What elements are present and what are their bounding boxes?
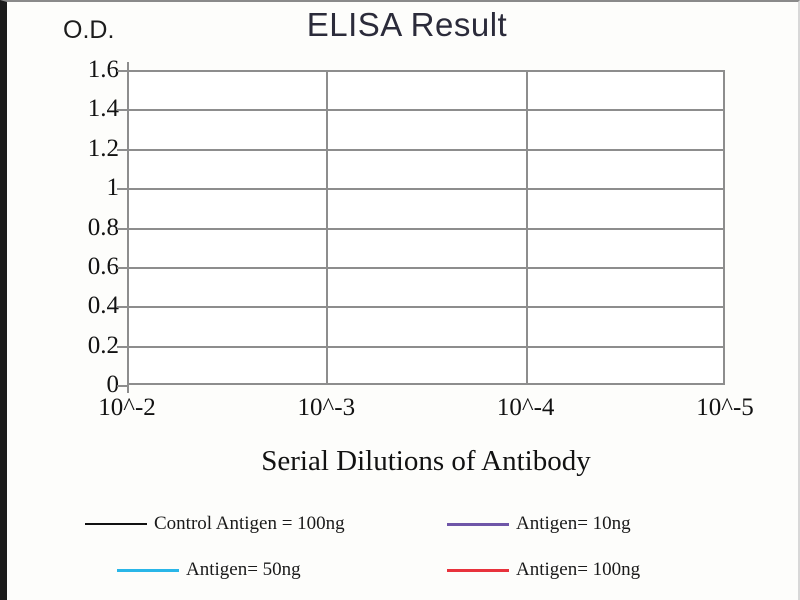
y-axis-tick-label: 1.6 [87, 56, 119, 83]
gridline [525, 70, 528, 385]
chart-legend: Control Antigen = 100ng Antigen= 10ng An… [85, 507, 745, 587]
legend-item: Control Antigen = 100ng [85, 513, 345, 535]
x-axis-tick-label: 10^-3 [297, 394, 356, 421]
y-axis-tick-mark [117, 148, 127, 151]
x-axis-tick-label: 10^-2 [98, 394, 156, 421]
chart-title: ELISA Result [306, 6, 508, 43]
legend-swatch-icon [85, 523, 147, 525]
legend-item-label: Control Antigen = 100ng [154, 513, 345, 534]
y-axis-tick-label: 1.4 [87, 95, 119, 123]
y-axis-tick-mark [117, 306, 127, 309]
y-axis-tick-label: 1.2 [87, 134, 119, 162]
gridline [127, 148, 725, 151]
y-axis-tick-label: 1 [106, 174, 120, 202]
x-axis-line [127, 383, 725, 385]
legend-swatch-icon [447, 522, 509, 526]
x-axis-tick-labels: 10^-2 10^-3 10^-4 10^-5 [7, 394, 800, 428]
x-axis-tick-label: 10^-4 [496, 394, 555, 421]
y-axis-tick-mark [117, 109, 127, 112]
legend-item: Antigen= 50ng [117, 559, 301, 581]
y-axis-tick-mark [117, 188, 127, 191]
y-axis-tick-mark [117, 385, 127, 387]
y-axis-tick-labels: 1.6 1.4 1.2 1 0.8 0.6 0.4 0.2 0 [59, 56, 120, 398]
y-axis-tick-label: 0.6 [87, 252, 119, 280]
x-axis-tick-label: 10^-5 [696, 394, 754, 421]
gridline [127, 266, 725, 269]
legend-item-label: Antigen= 50ng [186, 559, 301, 580]
legend-item: Antigen= 10ng [447, 513, 631, 535]
legend-item-label: Antigen= 10ng [516, 513, 631, 534]
legend-item-label: Antigen= 100ng [516, 559, 641, 580]
gridline [127, 306, 725, 309]
legend-item: Antigen= 100ng [447, 559, 640, 581]
gridline [127, 227, 725, 230]
y-axis-tick-mark [117, 266, 127, 269]
gridline [326, 70, 329, 385]
y-axis-tick-label: 0.8 [87, 213, 119, 241]
plot-area [127, 62, 725, 393]
gridline [127, 188, 725, 191]
x-axis-title: Serial Dilutions of Antibody [261, 445, 591, 477]
y-axis-tick-mark [117, 227, 127, 230]
gridline [127, 109, 725, 112]
y-axis-tick-label: 0 [106, 371, 120, 398]
y-axis-tick-label: 0.2 [87, 331, 119, 359]
y-axis-tick-label: 0.4 [87, 292, 119, 320]
y-axis-tick-mark [117, 70, 127, 72]
legend-swatch-icon [447, 568, 509, 572]
y-axis-tick-mark [117, 345, 127, 348]
gridline [127, 345, 725, 348]
y-axis-line [127, 62, 129, 393]
legend-swatch-icon [117, 568, 179, 572]
y-axis-caption: O.D. [63, 16, 115, 44]
